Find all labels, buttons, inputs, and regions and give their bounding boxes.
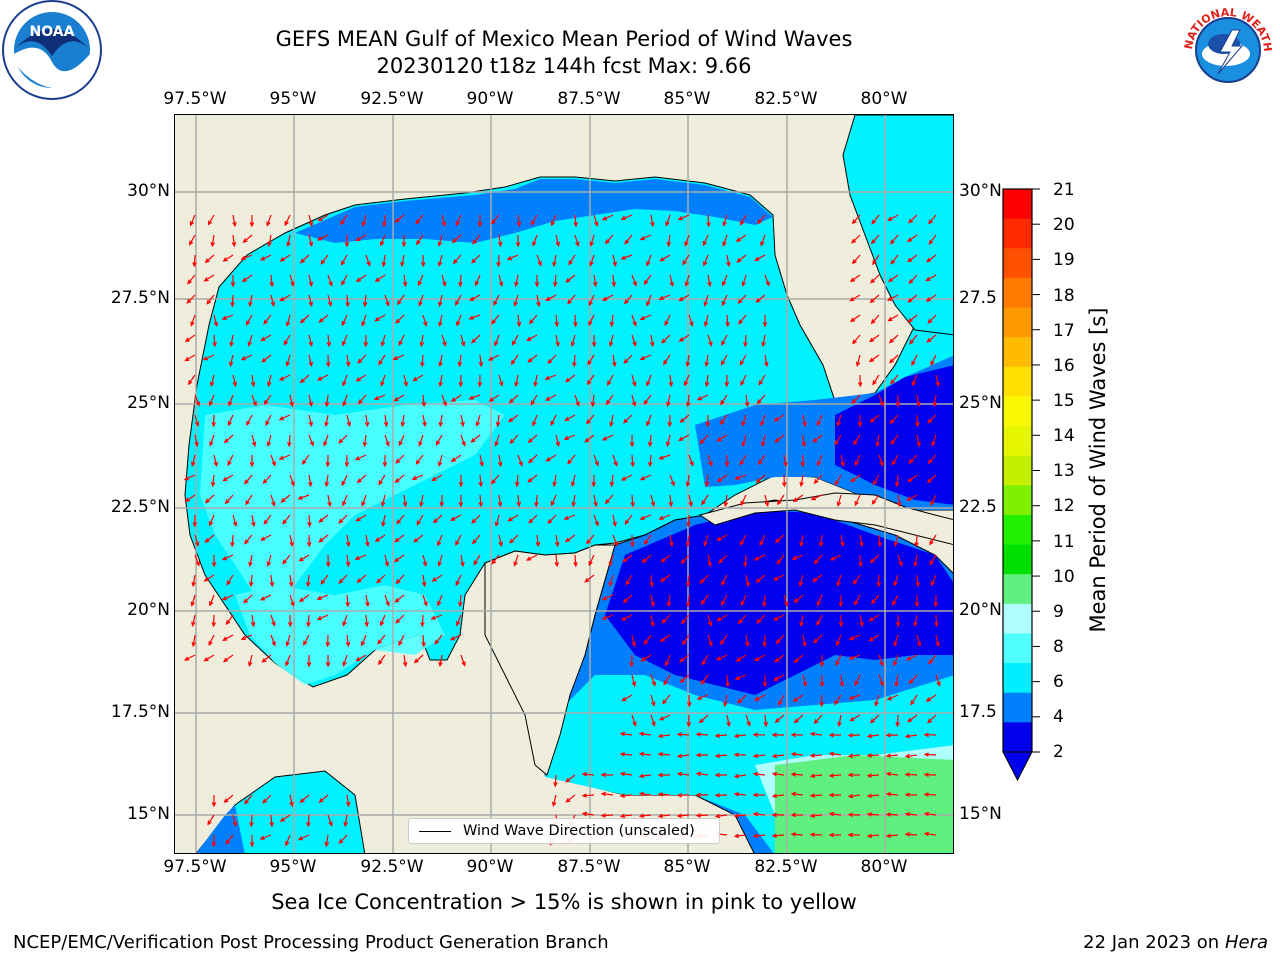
- lon-tick: 80°W: [860, 89, 908, 109]
- colorbar-label: 20: [1053, 215, 1075, 235]
- lon-tick: 87.5°W: [557, 857, 621, 877]
- lon-tick: 92.5°W: [360, 857, 424, 877]
- colorbar-label: 15: [1053, 391, 1075, 411]
- svg-text:NOAA: NOAA: [30, 24, 75, 40]
- colorbar-segment: [1003, 574, 1032, 605]
- chart-title: GEFS MEAN Gulf of Mexico Mean Period of …: [275, 27, 853, 51]
- legend-line-icon: [419, 830, 451, 832]
- footer-organization: NCEP/EMC/Verification Post Processing Pr…: [13, 932, 609, 953]
- pacific-blue: [196, 805, 245, 853]
- colorbar-segment: [1003, 396, 1032, 427]
- lat-tick: 25°N: [127, 393, 170, 413]
- colorbar-segment: [1003, 485, 1032, 516]
- noaa-logo: NOAA: [2, 0, 102, 100]
- wind-arrows: [183, 214, 941, 848]
- colorbar-label: 9: [1053, 602, 1064, 622]
- blue-coast-band: [295, 179, 773, 243]
- lat-tick: 17.5°N: [110, 702, 170, 722]
- colorbar-segment: [1003, 248, 1032, 279]
- colorbar-segment: [1003, 663, 1032, 694]
- lat-tick: 25°N: [959, 393, 1002, 413]
- sea-ice-note: Sea Ice Concentration > 15% is shown in …: [271, 890, 857, 914]
- lat-tick: 22.5°N: [110, 497, 170, 517]
- colorbar-segment: [1003, 455, 1032, 486]
- colorbar-segment: [1003, 337, 1032, 368]
- colorbar-label: 18: [1053, 286, 1075, 306]
- colorbar-label: 12: [1053, 496, 1075, 516]
- colorbar-label: 16: [1053, 356, 1075, 376]
- lat-tick: 20°N: [959, 600, 1002, 620]
- lat-tick: 15°N: [127, 804, 170, 824]
- colorbar-segment: [1003, 514, 1032, 546]
- colorbar-label: 17: [1053, 321, 1075, 341]
- lon-tick: 97.5°W: [163, 857, 227, 877]
- lon-tick: 95°W: [269, 857, 317, 877]
- yucatan: [484, 544, 616, 776]
- lon-tick: 87.5°W: [557, 89, 621, 109]
- map-canvas: [175, 115, 953, 853]
- footer-machine: Hera: [1224, 932, 1268, 953]
- colorbar-segment: [1003, 366, 1032, 397]
- lat-tick: 27.5: [959, 288, 997, 308]
- colorbar-label: 6: [1053, 672, 1064, 692]
- lon-tick: 90°W: [466, 89, 514, 109]
- green-period-zone: [775, 755, 953, 853]
- colorbar-segment: [1003, 722, 1032, 753]
- colorbar-frame: [1002, 188, 1033, 753]
- colorbar-extend-arrow: [1002, 751, 1033, 782]
- colorbar-segment: [1003, 426, 1032, 457]
- colorbar-label: 13: [1053, 461, 1075, 481]
- colorbar-label: 21: [1053, 180, 1075, 200]
- lat-tick: 27.5°N: [110, 288, 170, 308]
- colorbar-label: 4: [1053, 707, 1064, 727]
- map-panel[interactable]: [174, 114, 954, 854]
- lon-tick: 95°W: [269, 89, 317, 109]
- cuba: [698, 492, 953, 546]
- lon-tick: 97.5°W: [163, 89, 227, 109]
- lat-tick: 30°N: [959, 181, 1002, 201]
- colorbar-title: Mean Period of Wind Waves [s]: [1086, 307, 1110, 633]
- colorbar-label: 19: [1053, 250, 1075, 270]
- lon-tick: 85°W: [663, 89, 711, 109]
- colorbar-segment: [1003, 307, 1032, 338]
- colorbar-label: 10: [1053, 567, 1075, 587]
- colorbar-segment: [1003, 633, 1032, 664]
- colorbar-segment: [1003, 603, 1032, 634]
- footer-date-text: 22 Jan 2023 on: [1083, 932, 1220, 953]
- lat-tick: 20°N: [127, 600, 170, 620]
- lon-tick: 80°W: [860, 857, 908, 877]
- lon-tick: 82.5°W: [754, 89, 818, 109]
- dark-blue-straits: [835, 365, 953, 505]
- colorbar-segment: [1003, 692, 1032, 723]
- lat-tick: 22.5: [959, 497, 997, 517]
- atlantic-water: [842, 115, 953, 336]
- nws-logo: NATIONAL WEATHER SERVICE: [1176, 0, 1276, 98]
- colorbar-label: 8: [1053, 637, 1064, 657]
- chart-subtitle: 20230120 t18z 144h fcst Max: 9.66: [376, 54, 752, 78]
- dark-blue-caribbean: [605, 510, 953, 695]
- lon-tick: 82.5°W: [754, 857, 818, 877]
- colorbar-segment: [1003, 277, 1032, 309]
- colorbar-segment: [1003, 218, 1032, 249]
- footer-date: 22 Jan 2023 on Hera: [1083, 932, 1268, 953]
- lat-tick: 17.5: [959, 702, 997, 722]
- lon-tick: 85°W: [663, 857, 711, 877]
- lon-tick: 92.5°W: [360, 89, 424, 109]
- map-legend: Wind Wave Direction (unscaled): [408, 818, 720, 844]
- colorbar-segment: [1003, 544, 1032, 575]
- lat-tick: 30°N: [127, 181, 170, 201]
- lon-tick: 90°W: [466, 857, 514, 877]
- colorbar-label: 2: [1053, 742, 1064, 762]
- colorbar-label: 14: [1053, 426, 1075, 446]
- lat-tick: 15°N: [959, 804, 1002, 824]
- colorbar-label: 11: [1053, 532, 1075, 552]
- colorbar-segment: [1003, 189, 1032, 220]
- legend-label: Wind Wave Direction (unscaled): [463, 823, 695, 839]
